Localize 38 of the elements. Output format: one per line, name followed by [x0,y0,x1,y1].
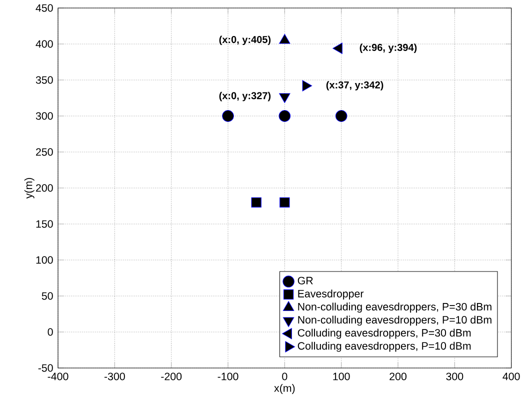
x-tick-label: 200 [390,372,406,380]
x-tick-label: -200 [161,372,182,380]
point [251,197,262,208]
y-tick-label: 50 [42,292,53,300]
x-tick-label: 400 [502,372,520,380]
legend-label: Non-colluding eavesdroppers, P=10 dBm [298,316,492,326]
legend-label: Colluding eavesdroppers, P=30 dBm [298,328,471,339]
annotation: (x:96, y:394) [360,44,417,53]
point [278,110,291,122]
legend-label: GR [298,276,313,284]
x-tick-label: -300 [104,372,125,380]
y-tick-label: 200 [36,184,53,192]
legend-label: Colluding eavesdroppers, P=10 dBm [298,342,471,352]
point [280,197,290,208]
legend-label: Eavesdropper [298,290,364,300]
y-tick-label: 450 [36,4,53,12]
y-tick-label: 300 [36,112,53,120]
y-tick-label: 400 [36,40,53,48]
legend-label: Non-colluding eavesdroppers, P=30 dBm [298,302,492,313]
annotation: (x:0, y:405) [219,36,271,46]
point [222,110,234,122]
annotation: (x:37, y:342) [326,81,384,90]
x-tick-label: -400 [48,372,68,380]
annotation: (x:0, y:327) [219,92,271,102]
x-tick-label: 300 [446,372,464,380]
point [335,110,348,122]
y-tick-label: 100 [36,256,53,264]
y-tick-label: 0 [48,328,53,336]
y-axis-title: y(m) [24,178,34,199]
y-tick-label: 350 [36,76,53,84]
x-tick-label: 100 [333,372,350,380]
y-tick-label: 250 [36,148,53,156]
y-tick-label: -50 [38,364,53,372]
y-tick-label: 150 [36,220,53,228]
x-tick-label: -100 [218,372,238,380]
x-axis-title: x(m) [274,384,295,394]
x-tick-label: 0 [282,372,288,380]
point [279,93,290,103]
